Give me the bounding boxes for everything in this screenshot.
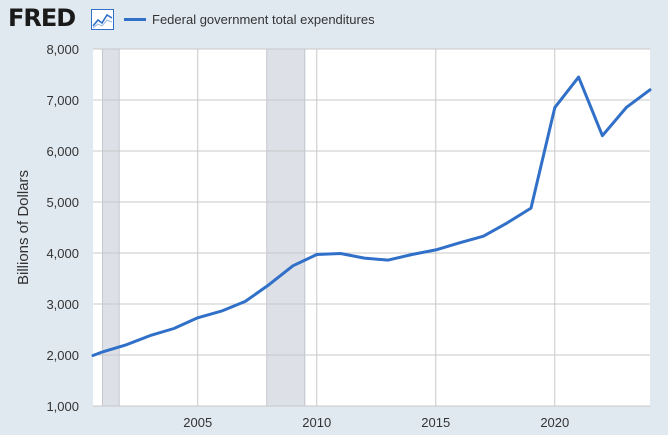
y-tick-label: 7,000 bbox=[46, 93, 79, 108]
legend-label: Federal government total expenditures bbox=[152, 11, 375, 27]
fred-logo[interactable]: FRED bbox=[8, 4, 76, 32]
legend-swatch bbox=[124, 17, 146, 21]
x-tick-label: 2005 bbox=[183, 415, 212, 430]
line-chart-icon bbox=[91, 9, 114, 30]
y-axis-label: Billions of Dollars bbox=[15, 170, 32, 285]
chart-header: FRED Federal government total expenditur… bbox=[0, 0, 668, 40]
y-tick-label: 5,000 bbox=[46, 195, 79, 210]
x-tick-label: 2020 bbox=[540, 415, 569, 430]
series-line-0 bbox=[91, 75, 652, 357]
plot-area bbox=[93, 49, 650, 406]
y-tick-label: 4,000 bbox=[46, 246, 79, 261]
recession-band-1 bbox=[266, 48, 306, 407]
x-tick-label: 2010 bbox=[302, 415, 331, 430]
y-tick-label: 6,000 bbox=[46, 144, 79, 159]
series-layer bbox=[91, 75, 652, 357]
y-tick-label: 2,000 bbox=[46, 348, 79, 363]
chart-legend: Federal government total expenditures bbox=[124, 10, 375, 28]
gridlines bbox=[93, 48, 650, 407]
y-tick-label: 3,000 bbox=[46, 297, 79, 312]
y-axis-ticks: 1,000 2,000 3,000 4,000 5,000 6,000 7,000 8,000 bbox=[46, 42, 79, 414]
y-tick-label: 8,000 bbox=[46, 42, 79, 57]
x-tick-label: 2015 bbox=[421, 415, 450, 430]
x-axis-ticks: 2005 2010 2015 2020 bbox=[183, 415, 569, 430]
y-tick-label: 1,000 bbox=[46, 399, 79, 414]
